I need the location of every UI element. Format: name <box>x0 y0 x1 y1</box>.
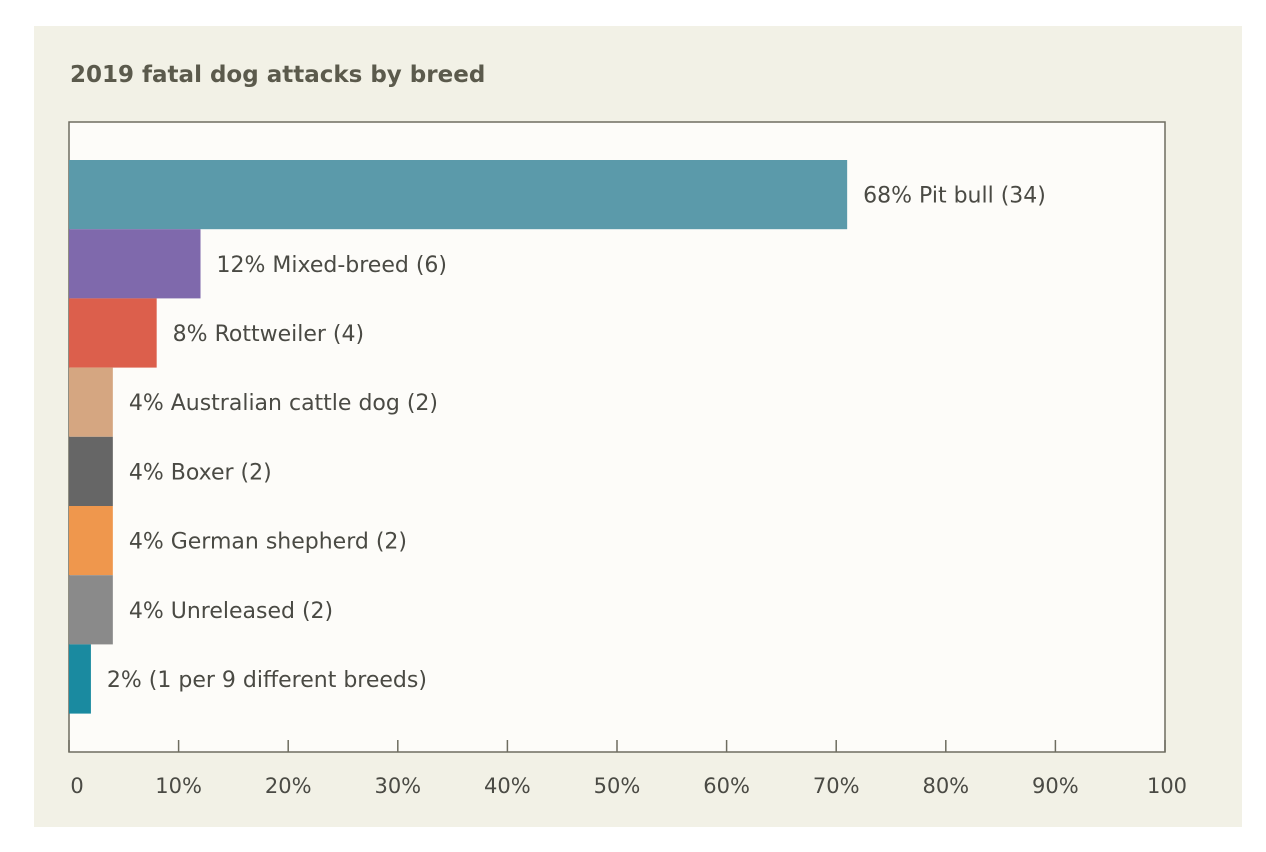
bar-labels-group: 68% Pit bull (34) 12% Mixed-breed (6) 8% R… <box>107 184 1046 693</box>
x-tick-label-20: 20% <box>265 774 312 798</box>
bar-pit-bull <box>69 160 848 230</box>
x-tick-label-30: 30% <box>374 774 421 798</box>
x-tick-label-90: 90% <box>1032 774 1079 798</box>
x-tick-label-10: 10% <box>155 774 202 798</box>
bar-australian-cattle-dog <box>69 367 113 437</box>
x-axis-tick-labels: 0 10% 20% 30% 40% 50% 60% 70% 80% 90% 100 <box>70 774 1187 798</box>
bar-1-per-9-different-breeds <box>69 644 91 714</box>
x-tick-label-100: 100 <box>1147 774 1187 798</box>
x-tick-label-80: 80% <box>922 774 969 798</box>
bar-label-german-shepherd: 4% German shepherd (2) <box>129 530 407 555</box>
bar-label-australian-cattle-dog: 4% Australian cattle dog (2) <box>129 391 438 416</box>
bar-label-unreleased: 4% Unreleased (2) <box>129 599 333 624</box>
x-tick-label-70: 70% <box>813 774 860 798</box>
chart-title: 2019 fatal dog attacks by breed <box>70 62 486 88</box>
bar-label-pit-bull: 68% Pit bull (34) <box>863 184 1046 209</box>
bar-label-mixed-breed: 12% Mixed-breed (6) <box>217 253 447 278</box>
bar-german-shepherd <box>69 506 113 576</box>
x-tick-label-50: 50% <box>594 774 641 798</box>
bar-unreleased <box>69 575 113 645</box>
bar-label-rottweiler: 8% Rottweiler (4) <box>173 322 364 347</box>
bar-boxer <box>69 436 113 506</box>
bar-label-1-per-9-different-breeds: 2% (1 per 9 different breeds) <box>107 668 427 693</box>
bar-rottweiler <box>69 298 157 368</box>
bars-group <box>69 160 848 714</box>
x-tick-label-0: 0 <box>70 774 83 798</box>
x-tick-label-40: 40% <box>484 774 531 798</box>
bar-mixed-breed <box>69 229 201 299</box>
bar-label-boxer: 4% Boxer (2) <box>129 460 272 485</box>
x-tick-label-60: 60% <box>703 774 750 798</box>
x-axis-ticks <box>68 740 1166 752</box>
